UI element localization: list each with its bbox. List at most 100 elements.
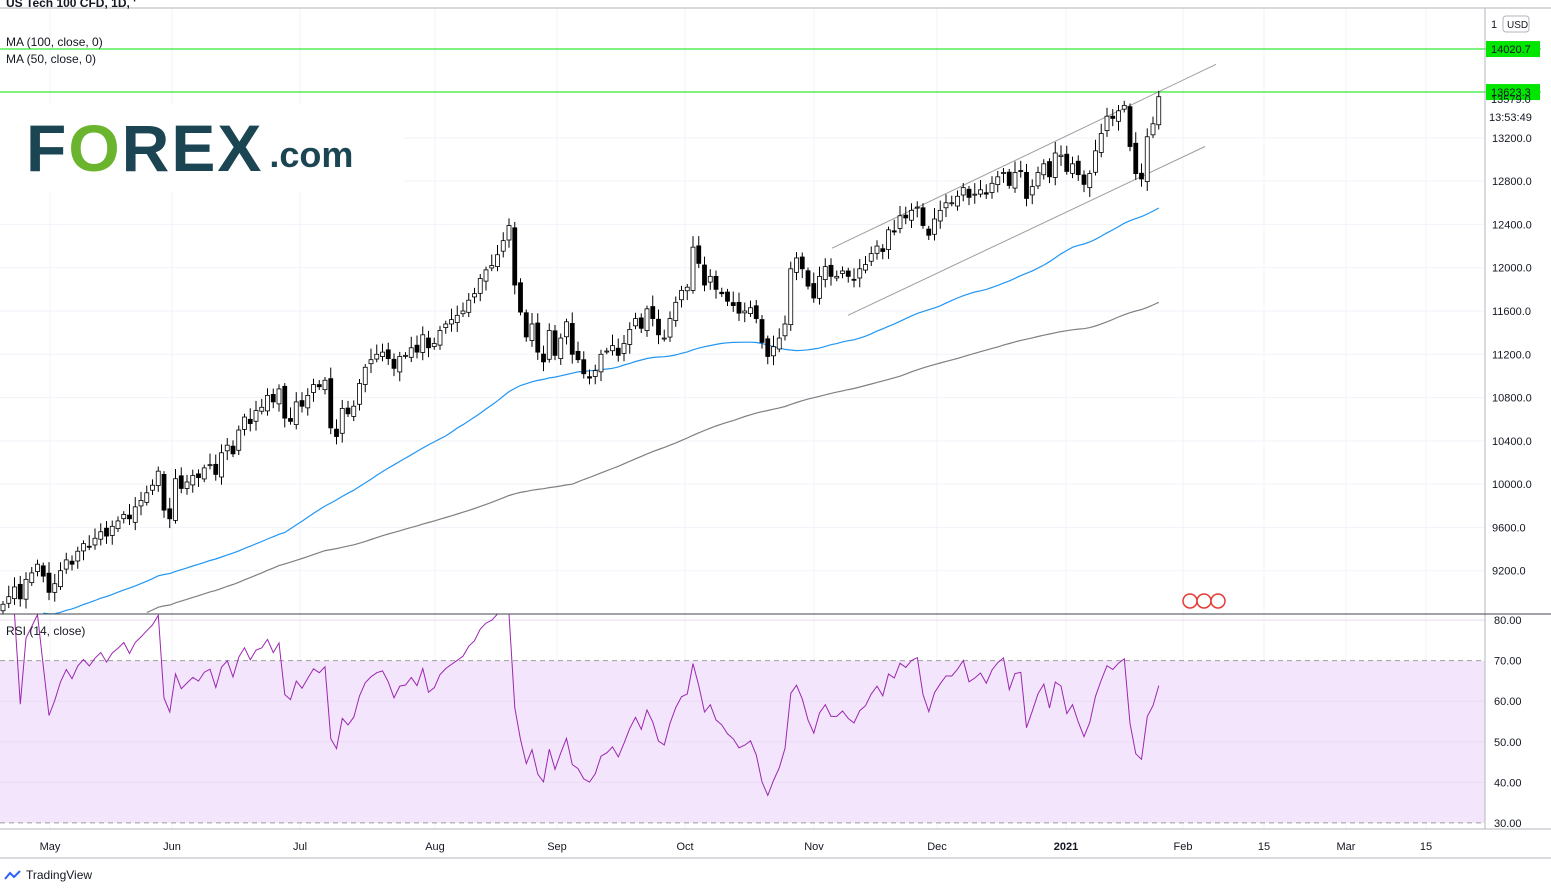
time-tick-label: 15 [1420, 841, 1432, 853]
candle-body [408, 347, 414, 358]
candle [817, 266, 822, 305]
candle-body [972, 193, 978, 196]
candle [569, 312, 575, 364]
candle-body [1127, 106, 1133, 147]
candle [437, 325, 443, 350]
candle-body [288, 418, 293, 422]
candle-body [155, 470, 161, 486]
candle-body [914, 206, 920, 209]
candle-body [322, 379, 328, 391]
rsi-pane [0, 612, 1485, 824]
candle-body [748, 307, 753, 314]
candle [886, 226, 891, 259]
candle-body [385, 349, 391, 360]
candle-body [581, 359, 587, 375]
axes [0, 7, 1551, 859]
candle [506, 218, 512, 248]
ma50-line [43, 207, 1160, 615]
candle-body [242, 416, 247, 430]
candle-body [138, 499, 144, 507]
candle-body [736, 301, 742, 314]
candle-body [955, 195, 960, 207]
candle [489, 254, 495, 272]
candle [293, 392, 299, 430]
candle [1104, 107, 1110, 137]
candle [316, 380, 322, 390]
candle-body [903, 214, 909, 219]
candle-body [1075, 160, 1081, 176]
candle [1087, 170, 1093, 197]
candle [972, 183, 978, 204]
candle [638, 313, 644, 334]
candle-body [121, 514, 127, 520]
candle-body [75, 550, 81, 562]
candle-body [506, 225, 512, 241]
candle-body [98, 531, 104, 540]
candle [868, 246, 874, 266]
candle [621, 335, 627, 362]
candle [391, 353, 397, 377]
candle [863, 256, 868, 274]
candle-body [937, 209, 943, 222]
tradingview-brand[interactable]: TradingView [4, 868, 92, 882]
candle [167, 497, 173, 529]
candle [311, 378, 316, 402]
candle-body [270, 394, 276, 403]
candle [276, 384, 282, 412]
candle-body [431, 343, 437, 347]
candle [224, 438, 230, 461]
candle-body [380, 351, 385, 357]
candle-body [81, 543, 86, 552]
candle [466, 293, 472, 318]
candle-body [868, 253, 874, 262]
candle [650, 295, 656, 327]
candle-body [696, 245, 702, 264]
candle-body [345, 407, 351, 415]
candle-body [477, 278, 483, 294]
rsi-tick-label: 40.00 [1494, 777, 1522, 789]
candle [345, 400, 351, 418]
candle-body [932, 218, 937, 235]
candle [558, 333, 564, 365]
candle-body [29, 572, 35, 584]
top-tick-partial: 1 [1491, 19, 1497, 31]
candle [955, 190, 960, 211]
candle [81, 540, 86, 561]
candle-body [173, 478, 178, 521]
candle-body [529, 323, 535, 341]
candle [1156, 90, 1162, 130]
candle [155, 466, 161, 492]
candle-body [633, 318, 638, 327]
candle [17, 575, 23, 607]
candle [357, 378, 362, 411]
candle [339, 399, 345, 443]
candle-body [995, 176, 1001, 186]
candle-body [644, 308, 650, 331]
candle [288, 407, 293, 425]
candle [1116, 104, 1121, 131]
candle-body [1110, 115, 1116, 119]
candle-body [817, 275, 822, 299]
candle [828, 258, 834, 286]
candle [995, 170, 1001, 193]
last-price-label: 13579.0 [1491, 94, 1531, 106]
candle-body [949, 202, 955, 205]
candle [1081, 170, 1087, 193]
time-tick-label: Nov [804, 841, 824, 853]
candle-body [604, 350, 610, 353]
candle-body [592, 370, 598, 377]
candle [144, 485, 150, 506]
rsi-tick-label: 80.00 [1494, 615, 1522, 627]
candle [937, 200, 943, 229]
candle-body [880, 248, 886, 252]
candle-body [1018, 170, 1024, 172]
candle-body [615, 347, 621, 356]
candle [840, 266, 845, 279]
rsi-line [8, 612, 1160, 797]
candle [305, 388, 311, 416]
time-tick-label: Mar [1337, 841, 1356, 853]
candle [552, 324, 558, 361]
candle [719, 287, 725, 297]
candle [679, 285, 684, 308]
